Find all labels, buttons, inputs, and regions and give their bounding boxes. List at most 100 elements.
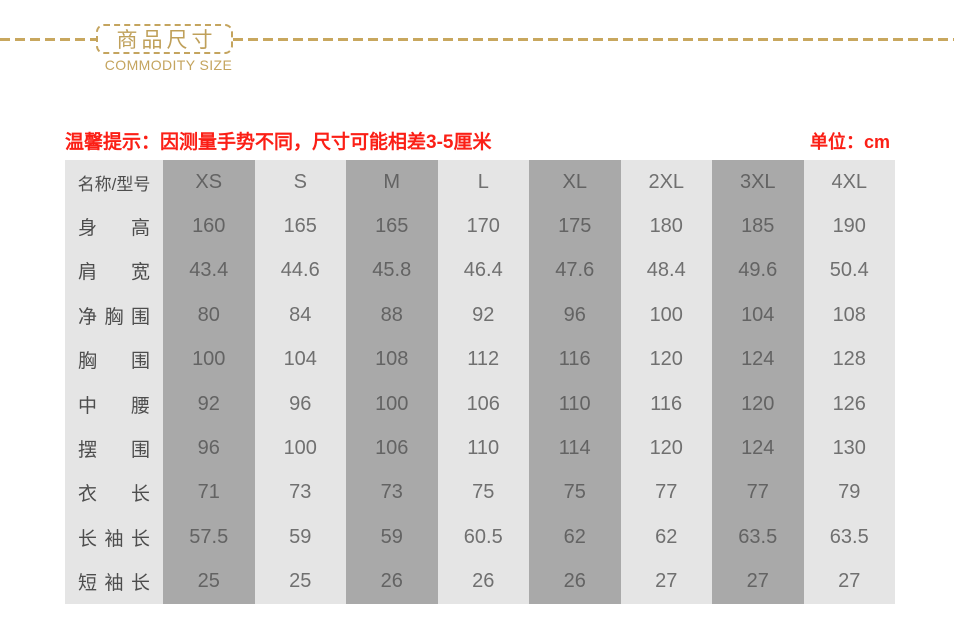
dash-line-left [0, 37, 96, 41]
column-header: 4XL [803, 160, 895, 205]
size-value: 43.4 [163, 248, 255, 294]
row-label-char: 袖 [104, 573, 124, 595]
row-label: 短袖长 [65, 559, 163, 604]
banner: 商品尺寸 [0, 24, 954, 54]
row-label-char: 长 [130, 528, 150, 550]
size-value: 92 [437, 293, 529, 338]
size-value: 77 [712, 470, 804, 516]
size-value: 108 [346, 337, 438, 382]
size-value: 96 [254, 381, 346, 427]
size-value: 124 [712, 337, 804, 382]
size-value: 62 [620, 515, 712, 560]
size-value: 80 [163, 293, 255, 338]
measurement-tip: 温馨提示：因测量手势不同，尺寸可能相差3-5厘米 [65, 132, 492, 153]
row-label-char: 衣 [78, 484, 98, 506]
size-value: 165 [346, 204, 438, 249]
row-label-char: 短 [78, 573, 98, 595]
size-value: 25 [163, 559, 255, 604]
size-value: 165 [254, 204, 346, 249]
size-value: 27 [620, 559, 712, 604]
size-value: 63.5 [712, 515, 804, 560]
unit-label: 单位：cm [809, 132, 890, 152]
row-label: 衣长 [65, 470, 163, 516]
dash-line-right [233, 37, 954, 41]
size-value: 75 [529, 470, 621, 516]
size-value: 84 [254, 293, 346, 338]
size-value: 190 [803, 204, 895, 249]
size-value: 62 [529, 515, 621, 560]
size-value: 79 [803, 470, 895, 516]
column-header: M [346, 160, 438, 205]
size-value: 112 [437, 337, 529, 382]
size-value: 57.5 [163, 515, 255, 560]
size-value: 60.5 [437, 515, 529, 560]
size-value: 114 [529, 426, 621, 471]
size-value: 96 [163, 426, 255, 471]
size-value: 160 [163, 204, 255, 249]
size-value: 104 [712, 293, 804, 338]
size-value: 128 [803, 337, 895, 382]
size-value: 100 [346, 381, 438, 427]
size-value: 48.4 [620, 248, 712, 294]
page-subtitle: COMMODITY SIZE [104, 57, 233, 73]
row-label: 肩宽 [65, 248, 163, 294]
column-header: 2XL [620, 160, 712, 205]
size-value: 59 [254, 515, 346, 560]
row-label-char: 围 [130, 351, 150, 373]
size-value: 44.6 [254, 248, 346, 294]
row-label: 胸围 [65, 337, 163, 382]
title-box: 商品尺寸 [96, 24, 233, 54]
row-label-char: 高 [130, 218, 150, 240]
column-header: XS [163, 160, 255, 205]
size-value: 120 [620, 337, 712, 382]
size-value: 96 [529, 293, 621, 338]
size-value: 120 [712, 381, 804, 427]
size-value: 50.4 [803, 248, 895, 294]
size-value: 77 [620, 470, 712, 516]
size-value: 170 [437, 204, 529, 249]
size-value: 116 [529, 337, 621, 382]
size-value: 110 [529, 381, 621, 427]
size-value: 104 [254, 337, 346, 382]
size-value: 27 [803, 559, 895, 604]
row-label-char: 身 [78, 218, 98, 240]
row-label-char: 胸 [104, 306, 124, 328]
size-value: 92 [163, 381, 255, 427]
size-value: 100 [620, 293, 712, 338]
size-value: 25 [254, 559, 346, 604]
size-value: 26 [346, 559, 438, 604]
size-value: 75 [437, 470, 529, 516]
size-value: 88 [346, 293, 438, 338]
size-value: 73 [254, 470, 346, 516]
size-table: 名称/型号 XS S M L XL 2XL 3XL 4XL 身高 160 165 165 170 175 18… [65, 160, 895, 604]
row-label: 净胸围 [65, 293, 163, 338]
row-label-char: 袖 [104, 528, 124, 550]
size-value: 47.6 [529, 248, 621, 294]
row-label: 摆围 [65, 426, 163, 471]
size-value: 106 [437, 381, 529, 427]
row-label: 长袖长 [65, 515, 163, 560]
size-value: 175 [529, 204, 621, 249]
row-label-char: 长 [130, 573, 150, 595]
row-label-char: 长 [130, 484, 150, 506]
row-label-char: 中 [78, 395, 98, 417]
size-value: 185 [712, 204, 804, 249]
row-label-char: 腰 [130, 395, 150, 417]
row-label-char: 净 [78, 306, 98, 328]
page-title: 商品尺寸 [116, 29, 217, 52]
size-value: 108 [803, 293, 895, 338]
row-label: 中腰 [65, 381, 163, 427]
size-value: 27 [712, 559, 804, 604]
size-value: 73 [346, 470, 438, 516]
size-value: 63.5 [803, 515, 895, 560]
size-value: 46.4 [437, 248, 529, 294]
size-value: 126 [803, 381, 895, 427]
row-label-char: 胸 [78, 351, 98, 373]
size-value: 180 [620, 204, 712, 249]
size-value: 71 [163, 470, 255, 516]
size-value: 26 [529, 559, 621, 604]
corner-header: 名称/型号 [65, 160, 163, 205]
size-value: 110 [437, 426, 529, 471]
size-value: 100 [254, 426, 346, 471]
